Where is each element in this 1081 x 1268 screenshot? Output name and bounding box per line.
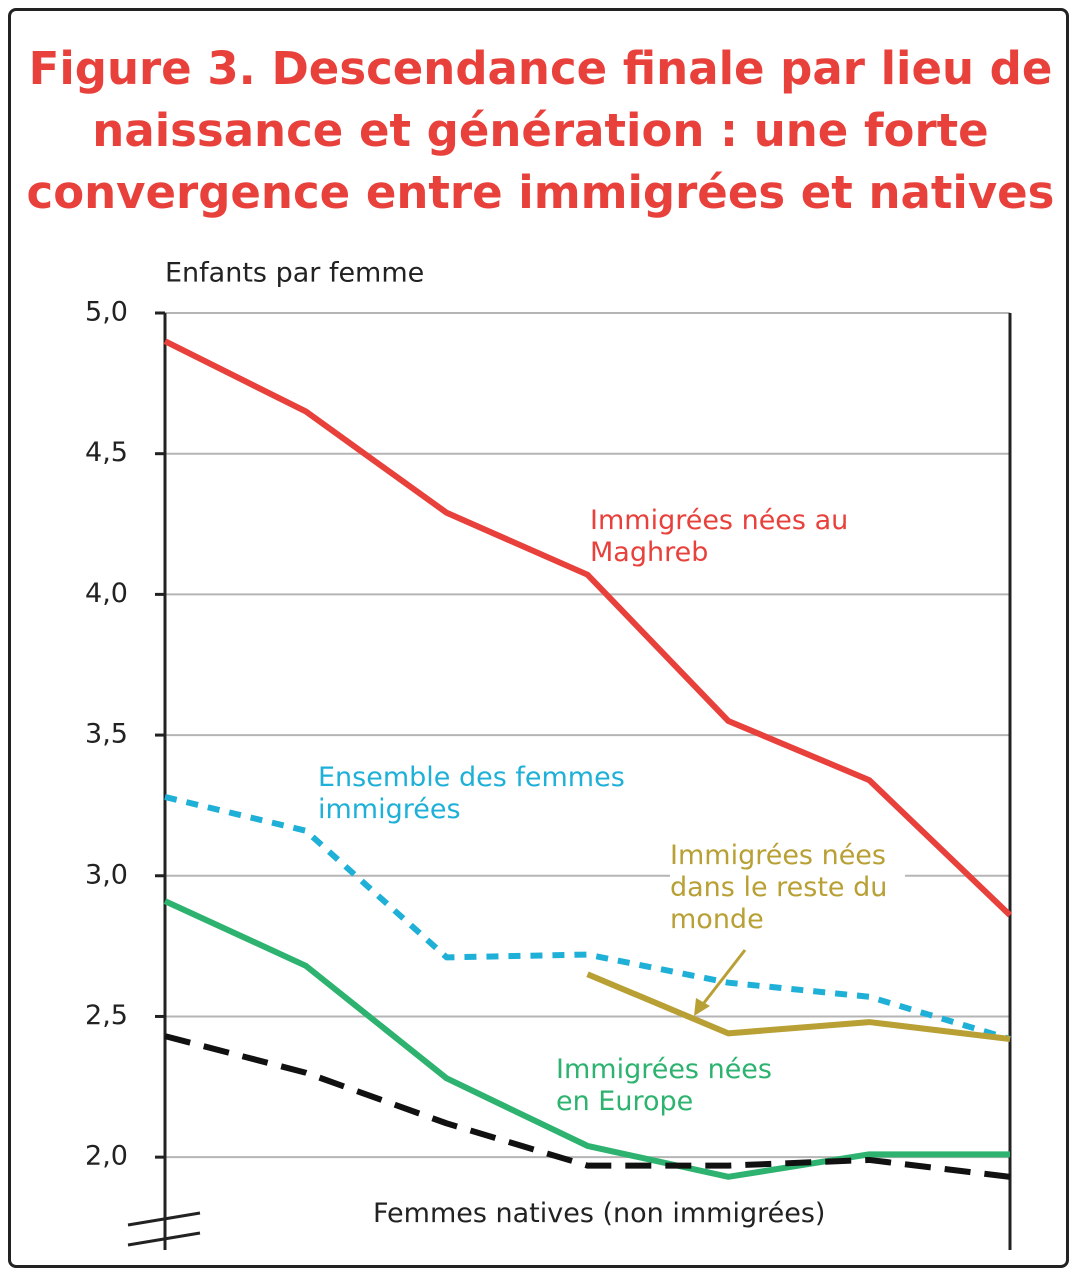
y-tick-label: 2,0 — [85, 1141, 128, 1172]
y-tick-label: 5,0 — [85, 297, 128, 328]
series-label: Immigrées nées en Europe — [556, 1054, 772, 1117]
series-line — [163, 898, 1010, 1180]
y-tick-label: 4,0 — [85, 578, 128, 609]
series-line — [163, 338, 1013, 918]
series-label: Ensemble des femmes immigrées — [318, 762, 625, 825]
series-line — [164, 1033, 1011, 1180]
series-label: Immigrées nées dans le reste du monde — [670, 840, 905, 936]
series-line — [586, 971, 1011, 1042]
y-tick-label: 3,0 — [85, 859, 128, 890]
y-axis-label: Enfants par femme — [165, 258, 424, 289]
y-tick-label: 4,5 — [85, 437, 128, 468]
y-tick-label: 3,5 — [85, 719, 128, 750]
chart-title: Figure 3. Descendance finale par lieu de… — [26, 42, 1055, 219]
series-label: Immigrées nées au Maghreb — [590, 505, 849, 568]
y-tick-label: 2,5 — [85, 1000, 128, 1031]
series-label: Femmes natives (non immigrées) — [373, 1198, 826, 1229]
